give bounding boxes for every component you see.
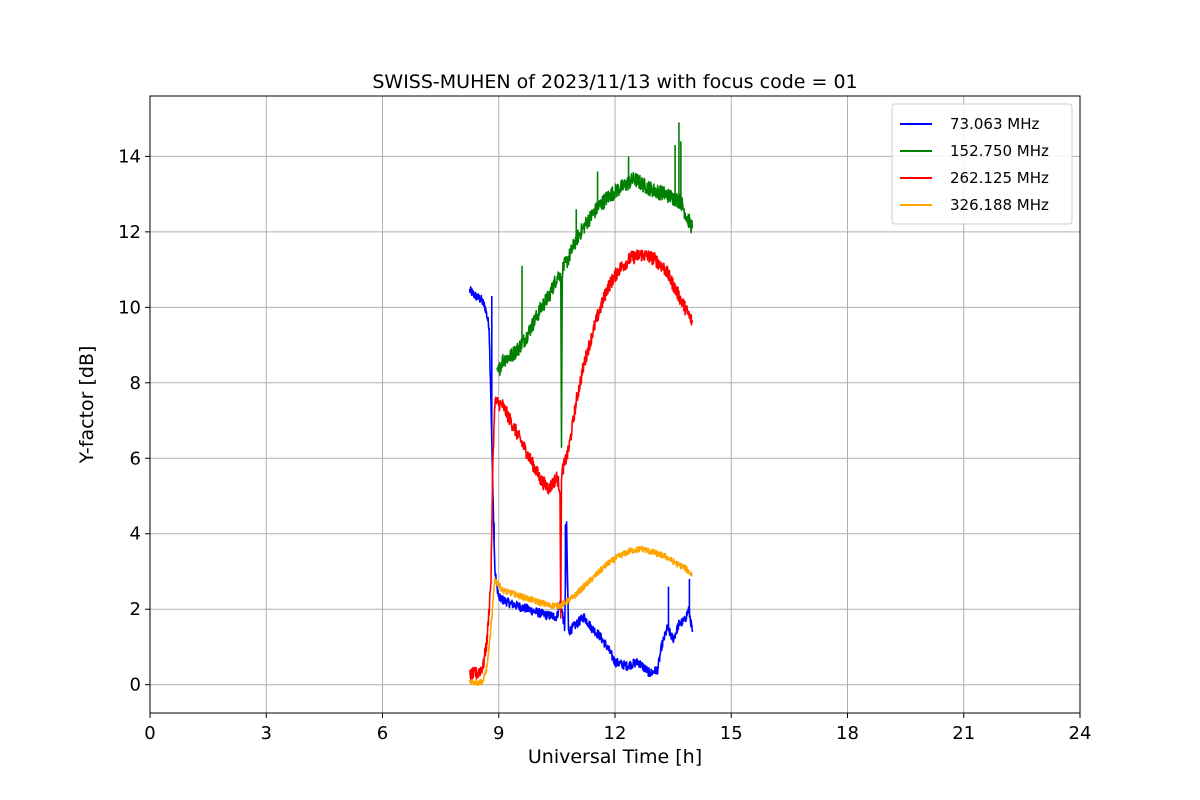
x-tick-label: 24 xyxy=(1069,723,1092,744)
x-tick-label: 18 xyxy=(836,723,859,744)
y-tick-label: 10 xyxy=(118,297,141,318)
y-axis-label: Y-factor [dB] xyxy=(76,346,98,465)
series-line xyxy=(468,249,694,682)
x-tick-label: 15 xyxy=(720,723,743,744)
legend-entry: 152.750 MHz xyxy=(950,142,1049,160)
y-tick-label: 0 xyxy=(130,675,141,696)
y-tick-label: 2 xyxy=(130,599,141,620)
x-tick-label: 3 xyxy=(261,723,272,744)
series-layer xyxy=(468,122,694,686)
legend-box xyxy=(891,103,1073,225)
legend-entry: 326.188 MHz xyxy=(950,196,1049,214)
x-tick-label: 6 xyxy=(377,723,388,744)
legend: 73.063 MHz 152.750 MHz 262.125 MHz 326.188 … xyxy=(891,103,1073,225)
legend-entry: 73.063 MHz xyxy=(950,115,1039,133)
x-tick-label: 9 xyxy=(493,723,504,744)
x-tick-label: 21 xyxy=(952,723,975,744)
x-axis-label: Universal Time [h] xyxy=(528,746,702,768)
series-line xyxy=(468,286,694,678)
y-tick-label: 14 xyxy=(118,146,141,167)
x-tick-label: 12 xyxy=(604,723,627,744)
y-tick-label: 4 xyxy=(130,524,141,545)
y-tick-label: 6 xyxy=(130,448,141,469)
chart-title: SWISS-MUHEN of 2023/11/13 with focus cod… xyxy=(372,71,857,93)
series-line xyxy=(468,545,693,686)
x-tick-label: 0 xyxy=(144,723,155,744)
series-line xyxy=(496,171,694,449)
y-tick-label: 12 xyxy=(118,222,141,243)
y-tick-label: 8 xyxy=(130,373,141,394)
legend-entry: 262.125 MHz xyxy=(950,169,1049,187)
